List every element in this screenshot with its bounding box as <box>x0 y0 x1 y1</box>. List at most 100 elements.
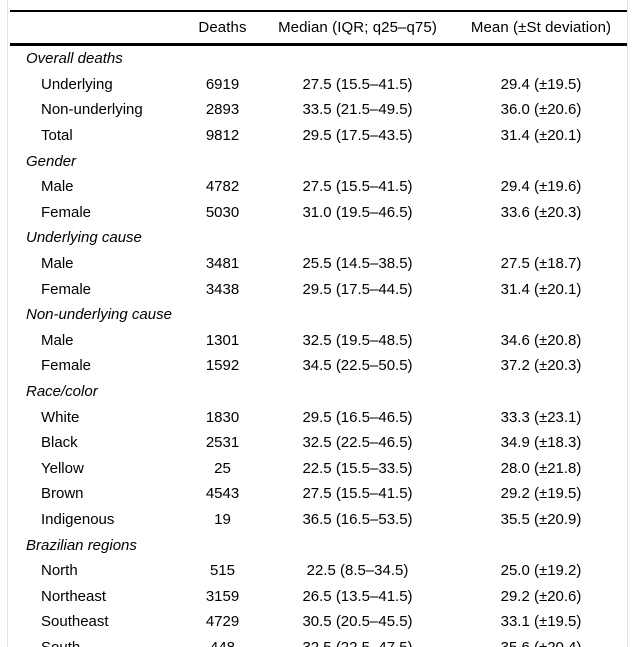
group-label: Race/color <box>26 383 98 401</box>
cell-mean: 33.1 (±19.5) <box>500 613 582 631</box>
cell-deaths: 19 <box>214 510 231 528</box>
cell-median: 34.5 (22.5–50.5) <box>302 357 413 375</box>
table-row: White 1830 29.5 (16.5–46.5) 33.3 (±23.1) <box>10 404 627 430</box>
cell-mean: 33.6 (±20.3) <box>500 203 582 221</box>
table-row: Indigenous 19 36.5 (16.5–53.5) 35.5 (±20.9) <box>10 507 627 533</box>
page-edge-left-line <box>7 0 8 647</box>
cell-deaths: 4729 <box>205 613 240 631</box>
header-mean: Mean (±St deviation) <box>455 11 627 46</box>
group-row: Gender <box>10 148 627 174</box>
cell-median: 29.5 (17.5–43.5) <box>302 127 413 145</box>
cell-median: 25.5 (14.5–38.5) <box>302 255 413 273</box>
cell-median: 32.5 (22.5–47.5) <box>260 635 455 647</box>
table-row: Male 4782 27.5 (15.5–41.5) 29.4 (±19.6) <box>10 174 627 200</box>
cell-deaths: 2893 <box>205 101 240 119</box>
cell-mean: 36.0 (±20.6) <box>500 101 582 119</box>
table-row: Non-underlying 2893 33.5 (21.5–49.5) 36.0 (… <box>10 97 627 123</box>
table-row: Underlying 6919 27.5 (15.5–41.5) 29.4 (±19.… <box>10 72 627 98</box>
group-label: Non-underlying cause <box>26 306 172 324</box>
cell-label: Underlying <box>41 75 113 93</box>
cell-median: 27.5 (15.5–41.5) <box>302 178 413 196</box>
group-label: Brazilian regions <box>26 536 137 554</box>
cell-label: Northeast <box>41 587 107 605</box>
cell-label: Female <box>41 203 92 221</box>
cell-deaths: 4543 <box>205 485 240 503</box>
cell-label: Female <box>41 357 92 375</box>
cell-label: North <box>41 562 78 580</box>
mortality-stats-table: Deaths Median (IQR; q25–q75) Mean (±St d… <box>10 10 627 647</box>
cell-median: 26.5 (13.5–41.5) <box>302 587 413 605</box>
table-row: Brown 4543 27.5 (15.5–41.5) 29.2 (±19.5) <box>10 481 627 507</box>
cell-label: Total <box>41 127 73 145</box>
cell-median: 27.5 (15.5–41.5) <box>302 485 413 503</box>
table-row: Northeast 3159 26.5 (13.5–41.5) 29.2 (±20.6… <box>10 583 627 609</box>
table-body: Overall deaths Underlying 6919 27.5 (15.5–4… <box>10 45 627 647</box>
cell-mean: 31.4 (±20.1) <box>500 280 582 298</box>
group-row: Underlying cause <box>10 225 627 251</box>
cell-deaths: 1592 <box>205 357 240 375</box>
table-row: Black 2531 32.5 (22.5–46.5) 34.9 (±18.3) <box>10 430 627 456</box>
cell-median: 29.5 (17.5–44.5) <box>302 280 413 298</box>
cell-deaths: 448 <box>185 635 260 647</box>
page-edge-right-line <box>627 0 628 647</box>
cell-mean: 35.6 (±20.4) <box>455 635 627 647</box>
cell-median: 22.5 (8.5–34.5) <box>306 562 409 580</box>
cell-label: Male <box>41 178 74 196</box>
cell-label: Indigenous <box>41 510 115 528</box>
cell-label: South <box>10 635 185 647</box>
table-row: Male 1301 32.5 (19.5–48.5) 34.6 (±20.8) <box>10 328 627 354</box>
cell-label: Southeast <box>41 613 109 631</box>
cell-deaths: 1830 <box>205 408 240 426</box>
cell-mean: 31.4 (±20.1) <box>500 127 582 145</box>
table-row: South44832.5 (22.5–47.5)35.6 (±20.4) <box>10 635 627 647</box>
cell-median: 36.5 (16.5–53.5) <box>302 510 413 528</box>
cell-mean: 33.3 (±23.1) <box>500 408 582 426</box>
cell-mean: 29.4 (±19.6) <box>500 178 582 196</box>
cell-deaths: 3481 <box>205 255 240 273</box>
header-blank <box>10 11 185 46</box>
cell-median: 22.5 (15.5–33.5) <box>302 459 413 477</box>
cell-mean: 35.5 (±20.9) <box>500 510 582 528</box>
cell-mean: 37.2 (±20.3) <box>500 357 582 375</box>
cell-median: 32.5 (22.5–46.5) <box>302 434 413 452</box>
group-label: Gender <box>26 152 77 170</box>
cell-deaths: 5030 <box>205 203 240 221</box>
table-row: Female 1592 34.5 (22.5–50.5) 37.2 (±20.3) <box>10 353 627 379</box>
cell-median: 29.5 (16.5–46.5) <box>302 408 413 426</box>
cell-mean: 29.2 (±19.5) <box>500 485 582 503</box>
cell-label: Male <box>41 331 74 349</box>
group-row: Non-underlying cause <box>10 302 627 328</box>
cell-mean: 28.0 (±21.8) <box>500 459 582 477</box>
cell-deaths: 3438 <box>205 280 240 298</box>
cell-mean: 34.6 (±20.8) <box>500 331 582 349</box>
cell-deaths: 9812 <box>205 127 240 145</box>
table-row: Yellow 25 22.5 (15.5–33.5) 28.0 (±21.8) <box>10 456 627 482</box>
cell-deaths: 4782 <box>205 178 240 196</box>
group-row: Race/color <box>10 379 627 405</box>
group-label: Underlying cause <box>26 229 142 247</box>
header-deaths: Deaths <box>185 11 260 46</box>
cell-label: Female <box>41 280 92 298</box>
cell-mean: 29.2 (±20.6) <box>500 587 582 605</box>
table-row: Southeast 4729 30.5 (20.5–45.5) 33.1 (±19.5… <box>10 609 627 635</box>
cell-median: 31.0 (19.5–46.5) <box>302 203 413 221</box>
cell-deaths: 3159 <box>205 587 240 605</box>
table-row: Female 5030 31.0 (19.5–46.5) 33.6 (±20.3) <box>10 200 627 226</box>
cell-mean: 34.9 (±18.3) <box>500 434 582 452</box>
cell-label: Male <box>41 255 74 273</box>
cell-mean: 25.0 (±19.2) <box>500 562 582 580</box>
cell-label: Non-underlying <box>41 101 143 119</box>
group-label: Overall deaths <box>26 50 123 68</box>
cell-label: Black <box>41 434 78 452</box>
cell-label: White <box>41 408 80 426</box>
cell-label: Brown <box>41 485 84 503</box>
cell-mean: 29.4 (±19.5) <box>500 75 582 93</box>
cell-deaths: 1301 <box>205 331 240 349</box>
header-row: Deaths Median (IQR; q25–q75) Mean (±St d… <box>10 11 627 46</box>
cell-label: Yellow <box>41 459 84 477</box>
cell-median: 30.5 (20.5–45.5) <box>302 613 413 631</box>
cell-mean: 27.5 (±18.7) <box>500 255 582 273</box>
cell-deaths: 2531 <box>205 434 240 452</box>
header-median: Median (IQR; q25–q75) <box>260 11 455 46</box>
